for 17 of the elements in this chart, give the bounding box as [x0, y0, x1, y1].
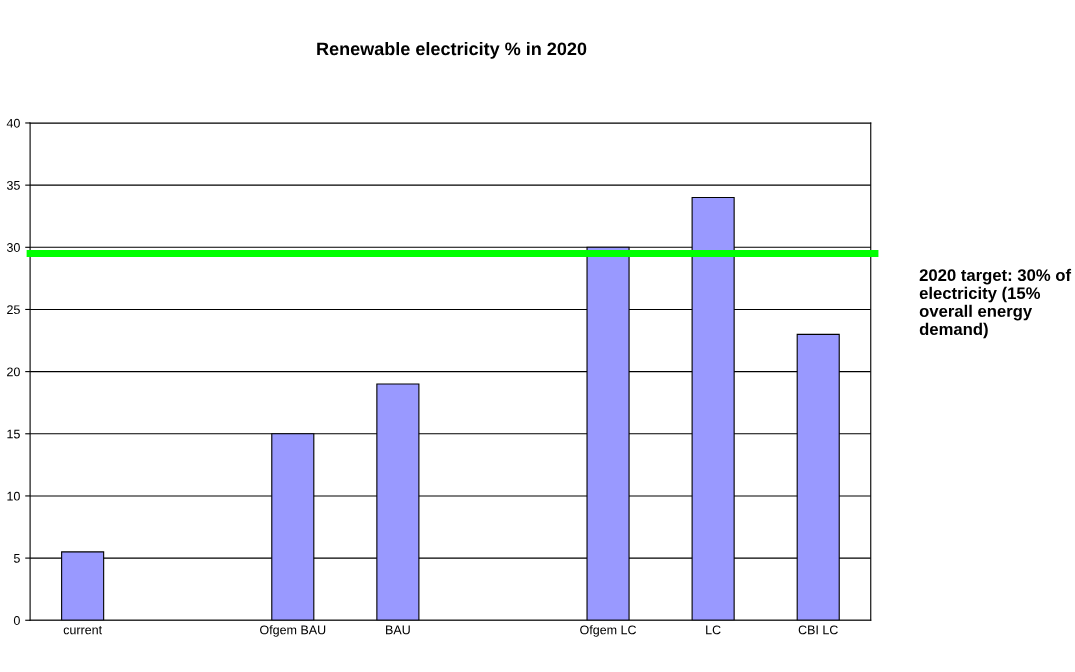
x-tick-label: Ofgem BAU	[260, 625, 326, 637]
x-tick-label: CBI LC	[798, 625, 838, 635]
x-tick-label: BAU	[386, 625, 410, 635]
y-tick-label: 5	[13, 554, 20, 563]
x-tick-label: LC	[706, 625, 721, 635]
y-tick-label: 40	[6, 118, 20, 128]
chart-title: Renewable electricity % in 2020	[317, 41, 587, 59]
y-tick-label: 20	[7, 367, 20, 377]
y-tick-label: 10	[7, 491, 20, 501]
y-tick-label: 15	[7, 429, 20, 439]
y-tick-label: 0	[13, 616, 20, 625]
y-tick-label: 30	[6, 243, 20, 252]
x-tick-label: current	[63, 626, 102, 635]
y-tick-label: 25	[7, 305, 20, 315]
x-tick-label: Ofgem LC	[580, 625, 637, 637]
y-tick-label: 35	[6, 180, 20, 190]
text: 2020 target: 30% of electricity (15% overall energy demand)	[919, 268, 1072, 339]
